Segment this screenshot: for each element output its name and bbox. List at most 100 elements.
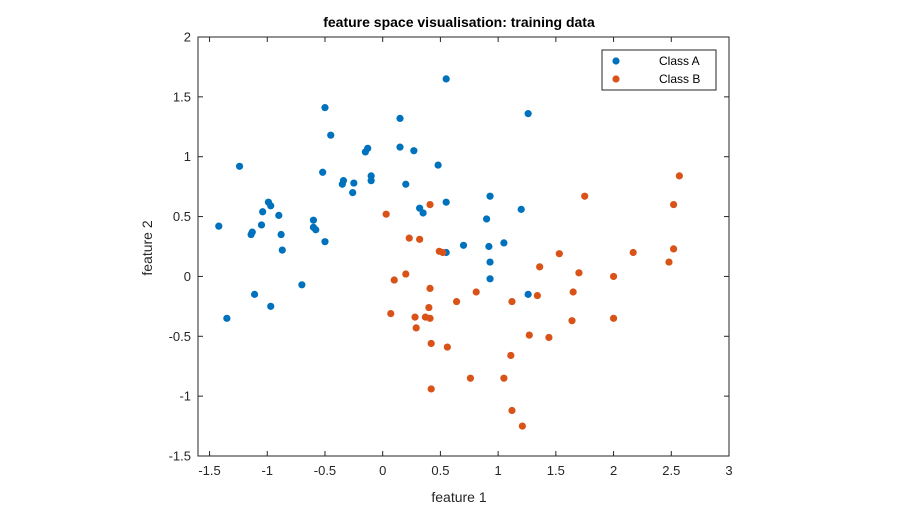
data-point [257, 221, 266, 229]
data-point [277, 230, 285, 239]
data-point [518, 422, 526, 430]
x-tick-label: 3 [725, 463, 732, 478]
data-point [581, 192, 589, 200]
data-point [402, 180, 410, 188]
data-point [609, 272, 618, 281]
data-point [361, 148, 369, 156]
data-point [247, 230, 255, 239]
data-point [382, 210, 390, 218]
data-point [338, 180, 346, 188]
data-point [411, 313, 419, 321]
data-point [259, 208, 267, 216]
legend: Class A Class B [601, 49, 717, 91]
data-point [508, 406, 516, 415]
data-point [367, 177, 375, 185]
legend-box [601, 49, 717, 91]
data-point [267, 302, 275, 310]
series-class-a [215, 75, 532, 322]
data-point [442, 75, 450, 83]
data-point [215, 222, 223, 230]
y-tick-label: -1.5 [169, 449, 191, 464]
data-point [500, 239, 508, 247]
data-point [500, 374, 508, 382]
data-point [669, 201, 678, 209]
data-point [486, 275, 494, 283]
data-point [569, 288, 577, 296]
data-point [298, 281, 306, 289]
data-point [536, 263, 544, 271]
data-point [665, 258, 673, 266]
data-point [507, 351, 515, 360]
ticks-layer: -1.5 -1 -0.5 0 0.5 1 1.5 2 2.5 3 -1.5 -1 -0.5 0 0.5 1 1.… [169, 30, 733, 479]
x-tick-label: -0.5 [314, 463, 336, 478]
data-point [486, 258, 494, 266]
y-tick-label: -0.5 [169, 329, 191, 344]
y-tick-label: 0.5 [173, 209, 191, 224]
data-point [412, 324, 420, 332]
data-point [223, 314, 231, 322]
x-tick-label: -1.5 [198, 463, 220, 478]
data-point [427, 339, 435, 348]
data-point [387, 309, 395, 318]
legend-label-class-a: Class A [659, 54, 700, 68]
data-point [312, 226, 320, 234]
data-point [425, 303, 433, 312]
chart-title: feature space visualisation: training da… [323, 14, 595, 30]
data-point [459, 241, 468, 249]
data-point [327, 131, 335, 139]
data-point [396, 114, 404, 123]
data-point [555, 250, 563, 258]
x-axis-label: feature 1 [431, 489, 486, 505]
x-tick-label: 0 [379, 463, 386, 478]
data-point [390, 276, 398, 284]
data-point [442, 198, 450, 206]
data-point [321, 238, 329, 246]
legend-marker-class-b [612, 75, 620, 83]
data-point [250, 290, 259, 298]
series-class-b [382, 172, 683, 430]
legend-marker-class-a [612, 57, 620, 65]
data-point [452, 297, 461, 306]
data-point [575, 269, 583, 277]
data-point [402, 270, 410, 278]
y-tick-label: 0 [184, 269, 191, 284]
data-point [524, 110, 532, 118]
x-tick-label: 2.5 [662, 463, 680, 478]
data-point [419, 209, 427, 217]
y-tick-label: 1 [184, 149, 191, 164]
data-point [396, 143, 404, 151]
data-point [443, 343, 451, 351]
y-tick-label: 2 [184, 30, 191, 45]
data-point [675, 172, 683, 180]
data-point [434, 161, 442, 169]
data-point [568, 317, 576, 325]
data-point [319, 168, 327, 176]
data-point [275, 211, 283, 219]
data-point [472, 288, 480, 296]
plot-frame [197, 36, 730, 457]
data-point [485, 242, 493, 251]
data-point [321, 104, 329, 112]
data-point [545, 333, 553, 342]
data-point [486, 192, 494, 200]
data-point [669, 245, 678, 253]
data-point [405, 234, 413, 242]
data-point [426, 314, 434, 322]
x-tick-label: 1 [495, 463, 502, 478]
data-point [267, 202, 275, 210]
data-point [609, 314, 618, 322]
data-point [508, 297, 516, 306]
y-tick-label: -1 [179, 389, 191, 404]
data-point [278, 246, 286, 254]
x-tick-label: 2 [610, 463, 617, 478]
data-point [235, 162, 244, 170]
data-point [439, 248, 447, 257]
data-point [482, 215, 491, 223]
data-point [416, 235, 424, 243]
x-tick-label: 0.5 [431, 463, 449, 478]
y-tick-label: 1.5 [173, 89, 191, 104]
data-point [426, 284, 434, 292]
x-tick-label: 1.5 [547, 463, 565, 478]
data-point [629, 248, 637, 257]
